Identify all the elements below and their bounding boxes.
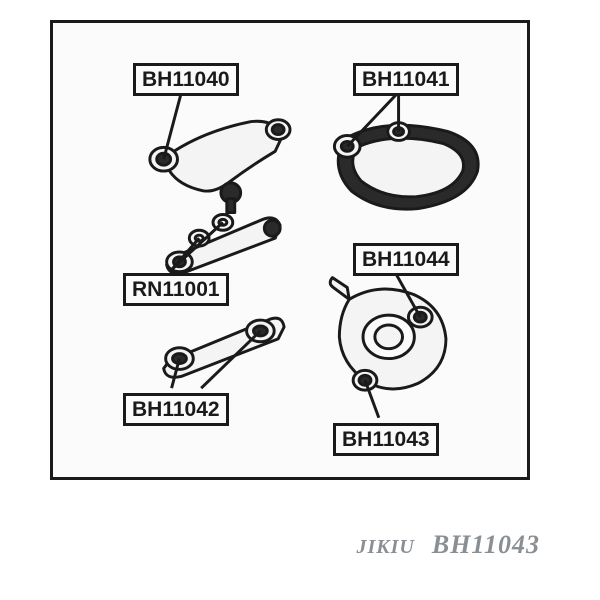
label-bh11042: BH11042 [123,393,229,426]
label-bh11043: BH11043 [333,423,439,456]
brand-sku: BH11043 [432,530,540,559]
label-bh11044: BH11044 [353,243,459,276]
brand-footer: JIKIU BH11043 [357,530,541,560]
part-knuckle [330,278,446,391]
brand-maker: JIKIU [357,536,415,558]
label-rn11001: RN11001 [123,273,229,306]
label-bh11041: BH11041 [353,63,459,96]
part-toe-link [164,318,284,377]
diagram-frame: BH11040 BH11041 RN11001 BH11044 BH11042 … [50,20,530,480]
label-bh11040: BH11040 [133,63,239,96]
